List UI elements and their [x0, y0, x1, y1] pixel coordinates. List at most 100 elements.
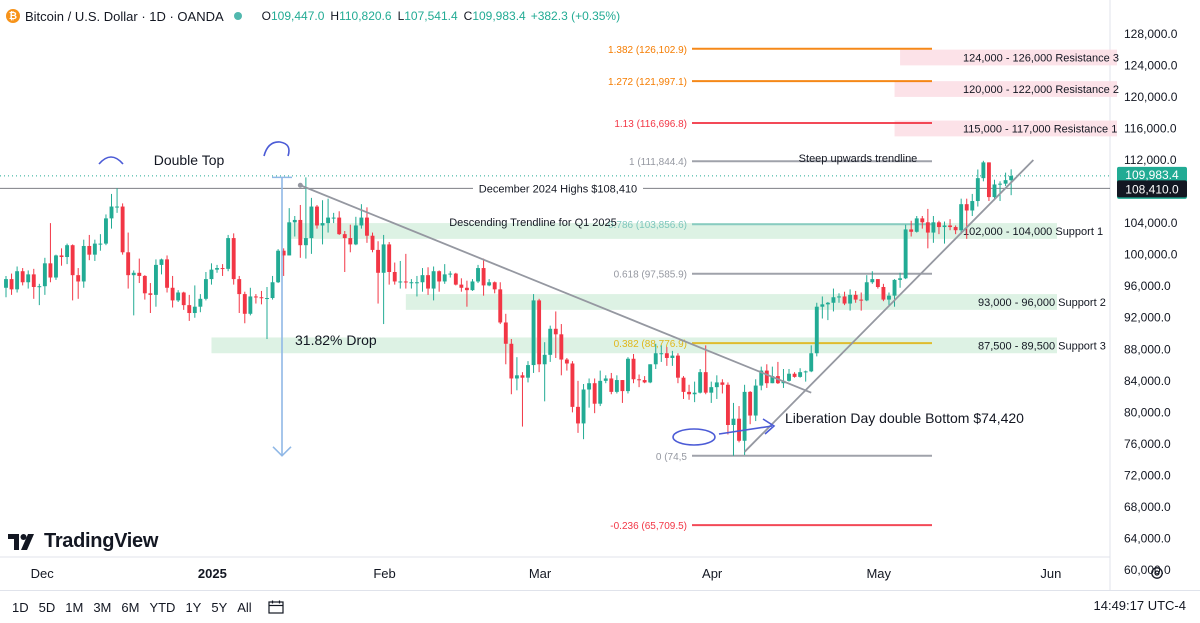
candle-body — [620, 380, 625, 392]
fib-label-5: 0.618 (97,585.9) — [614, 270, 687, 281]
candle-body — [514, 375, 519, 379]
candle-body — [592, 383, 597, 404]
timeframe-1m[interactable]: 1M — [65, 599, 84, 615]
timeframe-ytd[interactable]: YTD — [149, 599, 176, 615]
price-chart[interactable]: 124,000 - 126,000 Resistance 3 120,000 - … — [0, 0, 1200, 590]
candle-body — [559, 334, 564, 360]
candle-body — [681, 377, 686, 392]
x-tick-label: Jun — [1040, 566, 1061, 581]
candle-body — [242, 294, 247, 314]
candle-body — [803, 371, 808, 373]
candle-body — [498, 289, 503, 323]
candle-body — [287, 222, 292, 256]
timeframe-1d[interactable]: 1D — [12, 599, 29, 615]
fib-label-3: 1 (111,844.4) — [629, 157, 687, 168]
candle-body — [509, 343, 514, 379]
timeframe-3m[interactable]: 3M — [93, 599, 112, 615]
candle-body — [809, 353, 814, 372]
candle-body — [303, 238, 308, 246]
candle-body — [226, 238, 231, 269]
y-tick-label: 96,000.0 — [1124, 279, 1171, 293]
timeframe-5y[interactable]: 5Y — [211, 599, 228, 615]
y-tick-label: 64,000.0 — [1124, 532, 1171, 546]
candle-body — [92, 243, 97, 255]
double-bottom-arrow — [718, 425, 773, 435]
timeframe-6m[interactable]: 6M — [121, 599, 140, 615]
double-top-label: Double Top — [154, 152, 225, 168]
candle-body — [292, 219, 297, 223]
candle-body — [276, 250, 281, 283]
candle-body — [315, 206, 319, 226]
candle-body — [576, 406, 580, 424]
candle-body — [187, 305, 192, 314]
candle-body — [531, 300, 536, 366]
candle-body — [453, 273, 458, 285]
candle-body — [653, 353, 658, 365]
candle-body — [503, 322, 508, 344]
y-tick-label: 128,000.0 — [1124, 27, 1178, 41]
double-bottom-ellipse — [672, 428, 716, 446]
candle-body — [553, 328, 558, 335]
candle-body — [54, 255, 58, 278]
fib-label-7: 0 (74,5 — [656, 452, 688, 463]
settings-gear-icon[interactable] — [1150, 566, 1164, 580]
candle-body — [953, 227, 958, 231]
y-tick-label: 104,000.0 — [1124, 216, 1178, 230]
candle-body — [748, 391, 753, 416]
tradingview-logo[interactable]: TradingView — [8, 530, 158, 553]
x-tick-label: May — [866, 566, 891, 581]
candle-body — [126, 252, 131, 276]
y-tick-label: 112,000.0 — [1124, 153, 1177, 167]
candle-body — [964, 204, 969, 211]
y-tick-label: 80,000.0 — [1124, 405, 1171, 419]
candle-body — [787, 373, 791, 381]
tradingview-logo-icon — [8, 533, 34, 550]
hline-price-label: 108,410.0 — [1125, 182, 1179, 196]
zone-label-5: 87,500 - 89,500 Support 3 — [978, 340, 1106, 352]
hline-label-bg-0 — [473, 181, 643, 196]
candle-body — [603, 378, 608, 381]
candle-body — [898, 278, 903, 280]
candle-body — [881, 286, 886, 300]
candle-body — [492, 282, 497, 290]
candle-body — [664, 353, 669, 358]
candle-body — [342, 234, 347, 239]
timeframe-1y[interactable]: 1Y — [185, 599, 202, 615]
open-value: 109,447.0 — [271, 9, 325, 23]
y-tick-label: 92,000.0 — [1124, 311, 1171, 325]
utc-clock[interactable]: 14:49:17 UTC-4 — [1093, 598, 1187, 613]
candle-body — [153, 264, 158, 295]
candle-body — [609, 378, 614, 392]
candle-body — [437, 271, 442, 282]
double-top-arc-left — [98, 156, 124, 165]
candle-body — [725, 384, 730, 426]
fib-label-1: 1.272 (121,997.1) — [608, 77, 687, 88]
timeframe-all[interactable]: All — [237, 599, 252, 615]
zone-resistance-0 — [900, 49, 1117, 66]
y-tick-label: 76,000.0 — [1124, 437, 1171, 451]
candle-body — [842, 296, 847, 304]
candle-body — [864, 282, 869, 301]
drop-arrow-head — [272, 446, 292, 457]
candle-body — [203, 279, 208, 299]
candle-body — [903, 229, 908, 279]
timeframe-5d[interactable]: 5D — [38, 599, 56, 615]
date-range-calendar-icon[interactable] — [268, 600, 284, 614]
candle-body — [337, 217, 342, 235]
candle-body — [959, 204, 964, 231]
candle-body — [265, 298, 269, 300]
candle-body — [792, 373, 797, 377]
candle-body — [15, 271, 20, 290]
symbol-title[interactable]: Bitcoin / U.S. Dollar · 1D · OANDA — [25, 8, 224, 24]
candle-body — [659, 353, 664, 355]
zone-label-3: 102,000 - 104,000 Support 1 — [963, 226, 1103, 238]
candle-body — [70, 245, 75, 276]
candle-body — [970, 201, 975, 211]
candle-body — [104, 218, 108, 244]
candle-body — [687, 391, 691, 395]
drop-label: 31.82% Drop — [295, 332, 377, 348]
open-label: O — [261, 9, 271, 23]
candle-body — [892, 279, 897, 296]
fib-label-4: 0.786 (103,856.6) — [608, 220, 687, 231]
y-tick-label: 100,000.0 — [1124, 248, 1178, 262]
